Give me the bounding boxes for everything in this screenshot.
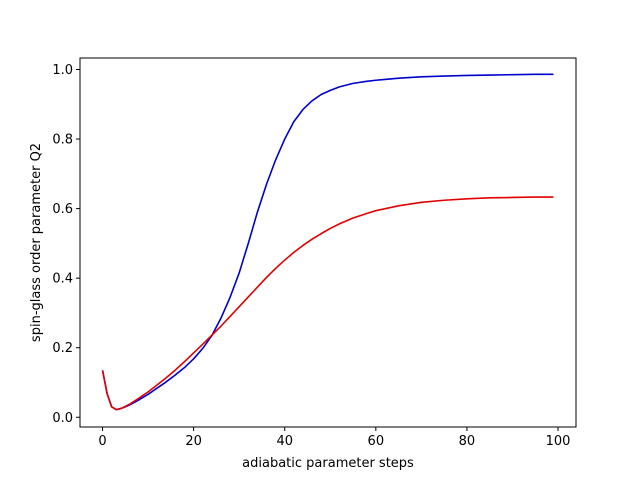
y-tick-label: 0.4: [52, 272, 73, 287]
y-tick-label: 0.8: [52, 133, 73, 148]
y-tick-label: 0.6: [52, 202, 73, 217]
x-axis-label: adiabatic parameter steps: [242, 456, 414, 471]
x-tick-label: 60: [368, 434, 385, 449]
y-axis-label: spin-glass order parameter Q2: [29, 143, 44, 342]
y-tick-label: 0.2: [52, 341, 73, 356]
x-tick-label: 20: [185, 434, 202, 449]
y-tick-label: 1.0: [52, 63, 73, 78]
ticks-layer: 0 20 40 60 80 100 0.0 0.2 0.4 0.6 0.8 1.0: [52, 63, 570, 449]
y-tick-label: 0.0: [52, 411, 73, 426]
x-tick-label: 100: [546, 434, 571, 449]
series-line-1: [101, 73, 554, 411]
x-tick-label: 0: [98, 434, 106, 449]
x-tick-label: 40: [276, 434, 293, 449]
series-line-2: [101, 196, 554, 411]
series-layer: [101, 73, 554, 411]
plot-frame: [79, 57, 577, 428]
x-tick-label: 80: [459, 434, 476, 449]
